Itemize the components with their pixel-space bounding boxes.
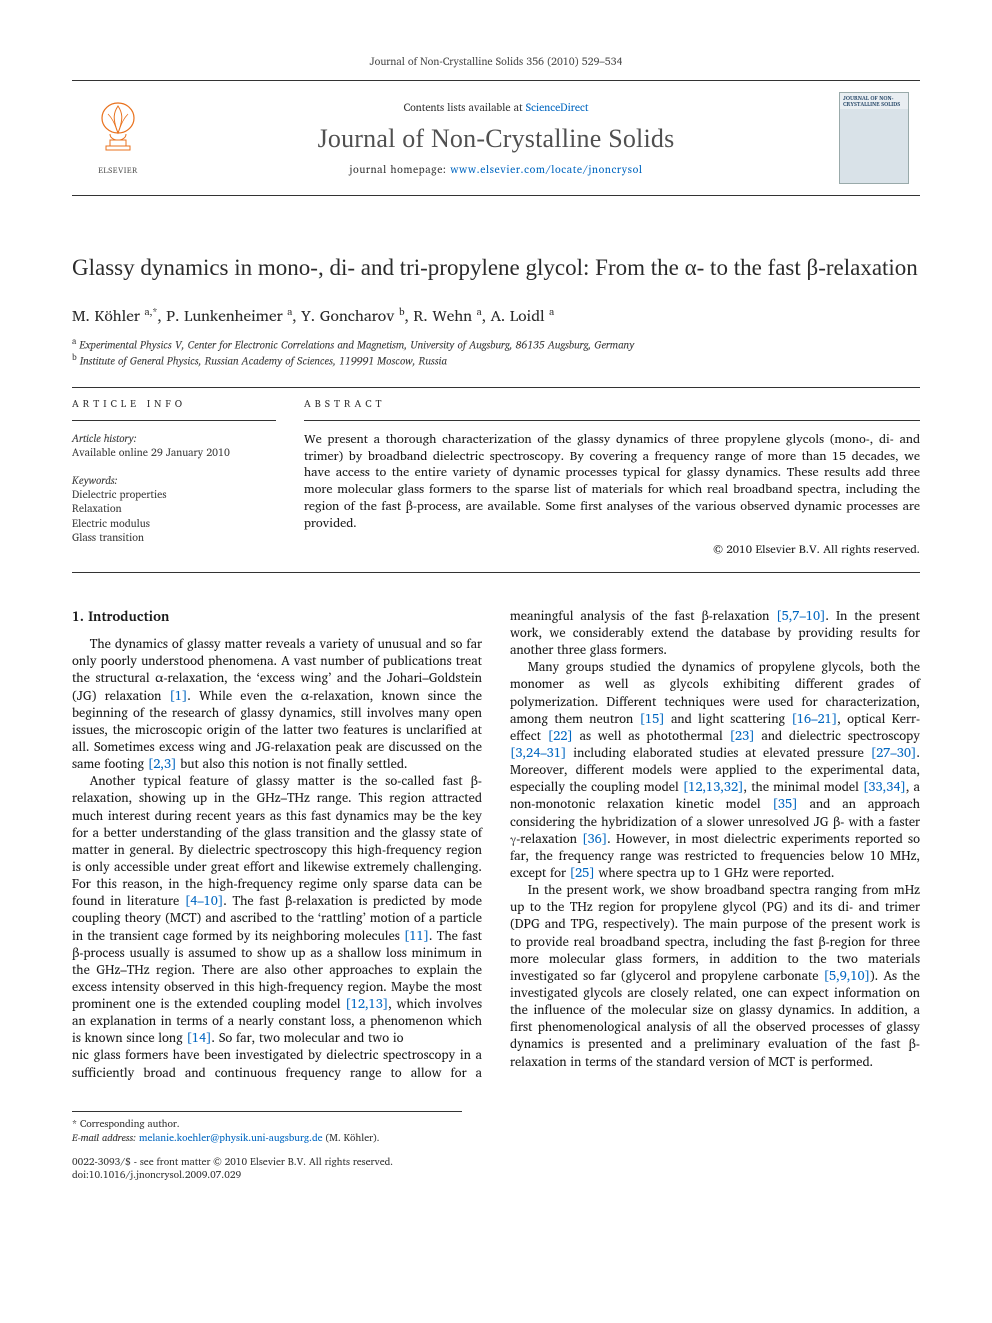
homepage-link[interactable]: www.elsevier.com/locate/jnoncrysol (450, 160, 642, 178)
body-paragraph: In the present work, we show broadband s… (510, 881, 920, 1070)
article-info-column: article info Article history: Available … (72, 388, 276, 558)
info-abstract-row: article info Article history: Available … (72, 387, 920, 573)
corr-email-paren: (M. Köhler). (325, 1130, 379, 1146)
abstract-text: We present a thorough characterization o… (304, 431, 920, 532)
journal-title: Journal of Non-Crystalline Solids (318, 121, 675, 156)
authors: M. Köhler a,*, P. Lunkenheimer a, Y. Gon… (72, 305, 920, 326)
publisher-name: ELSEVIER (98, 165, 138, 176)
masthead-center: Contents lists available at ScienceDirec… (164, 81, 828, 195)
section-heading: 1. Introduction (72, 607, 482, 625)
elsevier-logo: ELSEVIER (86, 99, 150, 177)
corr-label: * Corresponding author. (72, 1118, 462, 1132)
affiliation-b: b Institute of General Physics, Russian … (72, 352, 920, 368)
abstract-copyright: © 2010 Elsevier B.V. All rights reserved… (304, 542, 920, 558)
affil-text: Institute of General Physics, Russian Ac… (80, 351, 447, 369)
publisher-logo-cell: ELSEVIER (72, 81, 164, 195)
affiliations: a Experimental Physics V, Center for Ele… (72, 336, 920, 367)
masthead: ELSEVIER Contents lists available at Sci… (72, 80, 920, 196)
affil-marker: b (72, 350, 77, 364)
history-line: Available online 29 January 2010 (72, 445, 276, 459)
journal-cover-cell: JOURNAL OF NON-CRYSTALLINE SOLIDS (828, 81, 920, 195)
keywords-block: Keywords: Dielectric properties Relaxati… (72, 473, 276, 544)
abstract-column: abstract We present a thorough character… (304, 388, 920, 558)
corr-email-line: E-mail address: melanie.koehler@physik.u… (72, 1132, 462, 1146)
article-history: Article history: Available online 29 Jan… (72, 431, 276, 459)
affiliation-a: a Experimental Physics V, Center for Ele… (72, 336, 920, 352)
homepage-prefix: journal homepage: (349, 160, 450, 178)
keyword: Glass transition (72, 530, 276, 544)
contents-line: Contents lists available at ScienceDirec… (404, 100, 589, 114)
email-label: E-mail address: (72, 1130, 136, 1146)
contents-prefix: Contents lists available at (404, 98, 526, 116)
body-paragraph: Many groups studied the dynamics of prop… (510, 658, 920, 881)
journal-cover-thumb: JOURNAL OF NON-CRYSTALLINE SOLIDS (839, 92, 909, 184)
body-paragraph: Another typical feature of glassy matter… (72, 772, 482, 1046)
article-info-heading: article info (72, 388, 276, 421)
corresponding-author-footnote: * Corresponding author. E-mail address: … (72, 1111, 462, 1146)
affil-marker: a (72, 334, 76, 348)
journal-homepage: journal homepage: www.elsevier.com/locat… (349, 162, 642, 176)
journal-cover-title: JOURNAL OF NON-CRYSTALLINE SOLIDS (843, 96, 905, 108)
abstract-heading: abstract (304, 388, 920, 421)
article-title: Glassy dynamics in mono-, di- and tri-pr… (72, 254, 920, 283)
elsevier-tree-icon (94, 100, 142, 161)
running-head: Journal of Non-Crystalline Solids 356 (2… (72, 54, 920, 68)
doi-line: doi:10.1016/j.jnoncrysol.2009.07.029 (72, 1169, 920, 1183)
section-number: 1. (72, 605, 84, 627)
doi-block: 0022-3093/$ - see front matter © 2010 El… (72, 1156, 920, 1183)
body-paragraph: The dynamics of glassy matter reveals a … (72, 635, 482, 772)
section-title: Introduction (88, 605, 169, 627)
sciencedirect-link[interactable]: ScienceDirect (526, 98, 589, 116)
corr-email-link[interactable]: melanie.koehler@physik.uni-augsburg.de (139, 1130, 323, 1146)
body-columns: 1. Introduction The dynamics of glassy m… (72, 607, 920, 1081)
